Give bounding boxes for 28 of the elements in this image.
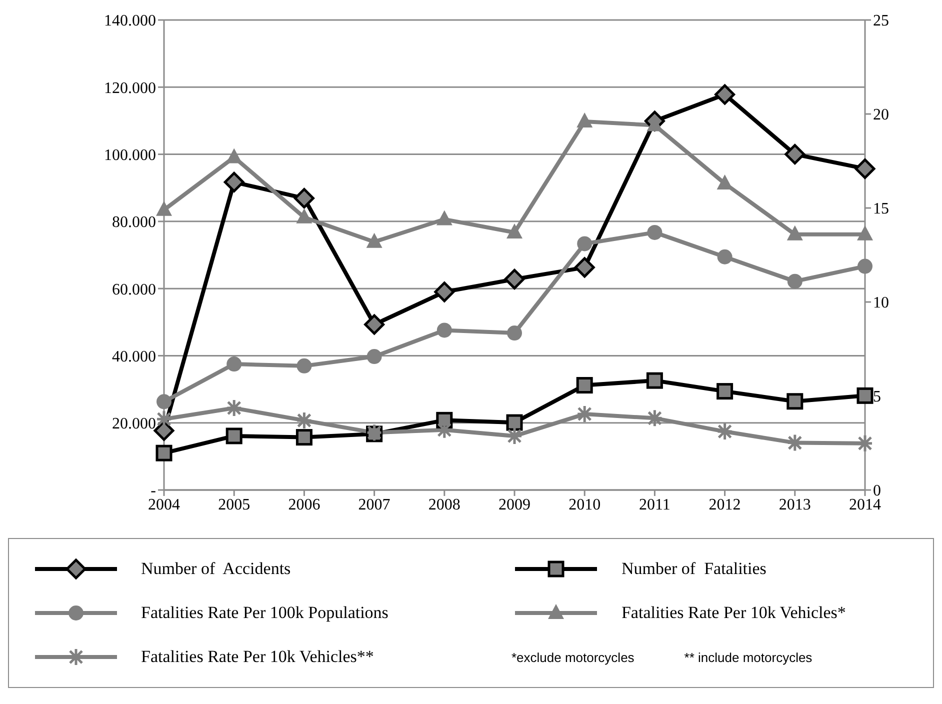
x-tick-label: 2009 [498, 496, 530, 514]
y-tick-label: 40.000 [112, 348, 156, 366]
x-tick-label: 2010 [568, 496, 601, 514]
text: ** include motorcycles [684, 650, 812, 664]
y-tick-label: 80.000 [112, 214, 156, 232]
y-tick-label: 140.000 [104, 12, 156, 30]
x-tick-label: 2013 [778, 496, 811, 514]
y2-tick-label: 10 [873, 294, 889, 312]
legend-label: Fatalities Rate Per 100k Populations [141, 603, 388, 623]
text: *exclude motorcycles [511, 650, 634, 664]
y-tick-label: 120.000 [104, 80, 156, 97]
x-tick-label: 2006 [288, 496, 320, 514]
y2-tick-label: 15 [873, 200, 889, 218]
legend-label: Fatalities Rate Per 10k Vehicles** [141, 647, 374, 667]
x-tick-label: 2008 [428, 496, 460, 514]
y-tick-label: 60.000 [112, 281, 156, 298]
x-tick-label: 2011 [638, 496, 670, 514]
y-tick-label: 20.000 [112, 416, 156, 433]
y-tick-label: 100.000 [104, 146, 156, 164]
legend-label: Number of Fatalities [621, 559, 766, 579]
y2-tick-label: 25 [873, 12, 889, 30]
y2-tick-label: 5 [873, 388, 881, 406]
x-tick-label: 2005 [218, 496, 250, 514]
y2-tick-label: 20 [873, 106, 889, 124]
legend-label: Number of Accidents [141, 559, 291, 579]
x-tick-label: 2007 [358, 496, 390, 514]
x-tick-label: 2012 [708, 496, 741, 514]
legend-label: Fatalities Rate Per 10k Vehicles* [621, 603, 846, 623]
